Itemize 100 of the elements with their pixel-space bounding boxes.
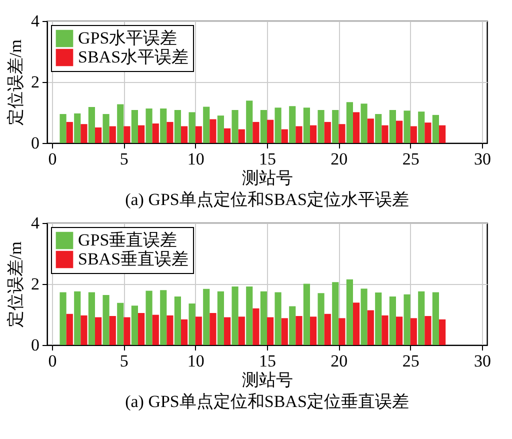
x-tick-label: 20 <box>330 352 348 370</box>
x-axis-title: 测站号 <box>242 168 293 188</box>
x-tick-label: 30 <box>474 352 491 370</box>
x-tick-label: 20 <box>330 150 348 168</box>
bar <box>166 315 174 345</box>
bar <box>303 108 310 143</box>
bar <box>138 312 145 345</box>
bar <box>375 292 382 345</box>
bar <box>210 312 216 345</box>
y-tick-label: 0 <box>31 134 40 152</box>
bar <box>338 124 346 143</box>
bar <box>281 129 288 143</box>
legend-label: GPS水平误差 <box>78 28 178 48</box>
bar <box>60 114 66 143</box>
bar <box>274 292 282 345</box>
bar <box>102 294 110 345</box>
bar <box>404 294 410 345</box>
bar <box>188 304 196 345</box>
bar <box>224 128 231 143</box>
bar <box>338 318 346 345</box>
bar <box>131 110 138 143</box>
bar <box>124 126 130 143</box>
bar <box>289 306 296 345</box>
x-tick-label: 10 <box>187 150 204 168</box>
bar <box>109 126 116 143</box>
bar <box>117 302 124 345</box>
bar <box>88 292 95 345</box>
x-tick-label: 15 <box>259 352 276 370</box>
bar <box>324 314 331 345</box>
bar <box>217 116 224 143</box>
bar <box>146 108 152 143</box>
x-tick-label: 0 <box>48 352 57 370</box>
bar <box>332 282 339 345</box>
y-axis-title: 定位误差/m <box>6 40 25 126</box>
bar <box>439 319 446 345</box>
bar <box>166 122 174 143</box>
x-axis-title: 测站号 <box>242 370 293 390</box>
x-tick-label: 30 <box>474 150 491 168</box>
bar <box>410 126 417 143</box>
bar <box>346 102 353 143</box>
bar <box>174 296 181 345</box>
bar <box>404 110 410 143</box>
bar <box>396 316 403 345</box>
bar <box>246 100 253 143</box>
bar <box>310 316 317 345</box>
bar <box>281 318 288 345</box>
bar <box>353 112 360 143</box>
bar <box>260 110 267 143</box>
bar <box>410 318 417 345</box>
bar <box>439 125 446 143</box>
bar <box>232 110 238 143</box>
bar <box>375 114 382 143</box>
bar <box>246 286 253 345</box>
legend-label: SBAS水平误差 <box>78 48 189 66</box>
bar <box>318 293 324 345</box>
x-tick-label: 5 <box>120 352 128 370</box>
bar <box>332 110 339 143</box>
bar <box>310 125 317 143</box>
x-tick-label: 15 <box>259 150 276 168</box>
bar <box>138 125 145 143</box>
bar <box>274 108 282 143</box>
bar <box>174 110 181 143</box>
bar <box>238 129 245 143</box>
x-tick-label: 25 <box>402 150 420 168</box>
bar <box>181 319 188 345</box>
bar <box>367 310 374 345</box>
y-tick-label: 2 <box>31 72 40 92</box>
bar <box>210 119 216 143</box>
bar <box>296 126 302 143</box>
bar <box>232 286 238 345</box>
bar <box>389 110 396 143</box>
bar <box>117 104 124 143</box>
x-tick-label: 0 <box>48 150 57 168</box>
bar <box>74 113 81 143</box>
bar <box>66 122 73 143</box>
bar <box>360 288 368 345</box>
bar <box>296 316 302 345</box>
bar <box>267 120 274 143</box>
bar <box>152 314 159 345</box>
bar <box>74 291 81 345</box>
bar <box>303 284 310 345</box>
bar <box>80 315 88 345</box>
bar <box>80 124 88 143</box>
bar <box>389 296 396 345</box>
bar <box>267 317 274 345</box>
bar <box>324 122 331 143</box>
bar <box>160 290 167 345</box>
bar <box>131 306 138 345</box>
bar <box>424 122 432 143</box>
bar <box>367 118 374 143</box>
y-tick-label: 2 <box>31 274 40 294</box>
bar <box>252 308 260 345</box>
x-tick-label: 25 <box>402 352 420 370</box>
bar <box>318 110 324 143</box>
bar <box>195 316 202 345</box>
bar <box>102 114 110 143</box>
bar <box>152 123 159 143</box>
bar <box>396 120 403 143</box>
bar <box>181 126 188 143</box>
bar <box>109 316 116 345</box>
